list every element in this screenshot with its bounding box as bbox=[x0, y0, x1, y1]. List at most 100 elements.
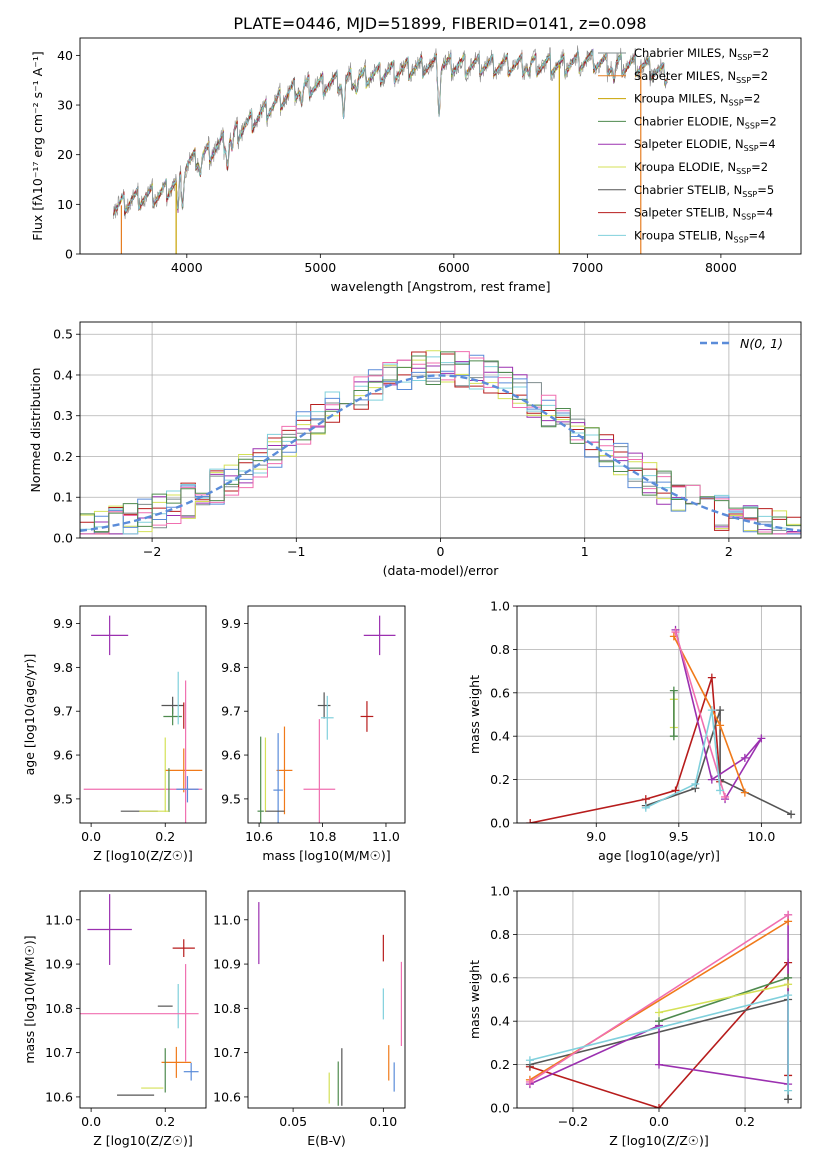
mass-weight-marker bbox=[784, 991, 793, 1000]
x-axis-label: Z [log10(Z/Z☉)] bbox=[93, 848, 193, 863]
x-axis-label: age [log10(age/yr)] bbox=[598, 848, 720, 863]
legend-entry: Chabrier MILES, NSSP=2 bbox=[634, 46, 769, 62]
mass-weight-vs-Z-panel: −0.2 0.0 0.2 0.0 0.2 0.4 0.6 0.8 1.0 Z [log10(Z/Z… bbox=[467, 884, 802, 1148]
axes-frame bbox=[79, 321, 802, 539]
error-bars bbox=[258, 902, 402, 1106]
legend-entry-end: =2 bbox=[760, 114, 777, 128]
y-tick-label: 0.4 bbox=[490, 729, 510, 744]
x-tick-label: 7000 bbox=[571, 260, 603, 275]
x-axis-label: (data-model)/error bbox=[383, 563, 500, 578]
mass-weight-marker bbox=[740, 788, 749, 797]
mass-weight-marker bbox=[784, 910, 793, 919]
y-tick-label: 1.0 bbox=[490, 884, 510, 899]
y-tick-label: 10.7 bbox=[213, 1045, 241, 1060]
error-bar-point bbox=[273, 733, 283, 823]
legend-entry-main: Chabrier STELIB, N bbox=[634, 183, 742, 197]
axes-frame bbox=[247, 890, 406, 1109]
y-tick-label: 40 bbox=[57, 48, 73, 63]
age-vs-Z-panel: 0.0 0.2 9.5 9.6 9.7 9.8 9.9 Z [log10(Z/Z☉)] age … bbox=[22, 605, 207, 863]
mass-weight-marker bbox=[655, 1104, 663, 1108]
residuals-legend: N(0, 1) bbox=[700, 336, 783, 351]
x-tick-label: 10.8 bbox=[309, 829, 337, 844]
error-bar-point bbox=[363, 615, 396, 656]
error-bar-point bbox=[360, 701, 374, 732]
y-tick-label: 0.4 bbox=[53, 367, 73, 382]
x-tick-label: −0.2 bbox=[558, 1114, 588, 1129]
x-tick-label: 0.0 bbox=[649, 1114, 669, 1129]
legend-entry-end: =2 bbox=[744, 92, 761, 106]
x-tick-label: 0.10 bbox=[369, 1114, 397, 1129]
error-bar-point bbox=[317, 692, 331, 719]
mass-weight-marker bbox=[525, 1077, 534, 1086]
y-tick-label: 10 bbox=[57, 197, 73, 212]
y-tick-label: 10.8 bbox=[45, 1001, 73, 1016]
y-tick-label: 9.6 bbox=[53, 748, 73, 763]
x-axis-label: Z [log10(Z/Z☉)] bbox=[609, 1133, 709, 1148]
residuals-panel: −2 −1 0 1 2 0.0 0.1 0.2 0.3 0.4 0.5 (data-model)/er… bbox=[28, 321, 802, 578]
y-axis-label: mass [log10(M/M☉)] bbox=[22, 935, 37, 1063]
model-line-kroupa-stelib bbox=[113, 49, 668, 216]
error-bar-point bbox=[276, 726, 293, 815]
y-tick-label: 9.8 bbox=[221, 660, 241, 675]
weight-lines bbox=[526, 625, 796, 823]
y-tick-label: 0.2 bbox=[53, 449, 73, 464]
legend-entry: Salpeter MILES, NSSP=2 bbox=[634, 69, 768, 85]
mass-weight-marker bbox=[691, 779, 700, 788]
y-tick-label: 0.0 bbox=[53, 531, 73, 546]
y-tick-label: 11.0 bbox=[213, 912, 241, 927]
legend-entry-sub: SSP bbox=[741, 213, 756, 222]
legend-entry-end: =4 bbox=[759, 137, 776, 151]
mass-weight-marker bbox=[707, 706, 716, 715]
legend-entry-main: Chabrier MILES, N bbox=[634, 46, 737, 60]
x-tick-label: 10.6 bbox=[245, 829, 273, 844]
x-tick-label: −1 bbox=[287, 544, 305, 559]
x-tick-label: 5000 bbox=[304, 260, 336, 275]
mass-weight-marker bbox=[655, 1060, 663, 1069]
y-tick-label: 11.0 bbox=[45, 912, 73, 927]
age-vs-mass-panel: 10.6 10.8 11.0 9.5 9.6 9.7 9.8 9.9 mass [log10(M… bbox=[221, 605, 406, 863]
x-tick-label: 4000 bbox=[171, 260, 203, 275]
y-tick-label: 0.2 bbox=[490, 1057, 510, 1072]
y-tick-label: 9.6 bbox=[221, 748, 241, 763]
mass-weight-marker bbox=[787, 810, 796, 819]
mass-weight-marker bbox=[641, 803, 650, 812]
x-tick-label: −2 bbox=[143, 544, 161, 559]
x-tick-label: 10.0 bbox=[747, 829, 775, 844]
axes-frame bbox=[79, 605, 207, 824]
legend-entry: N(0, 1) bbox=[740, 336, 783, 351]
y-axis-label: Flux [fλ10⁻¹⁷ erg cm⁻² s⁻¹ A⁻¹] bbox=[30, 51, 45, 240]
mass-weight-marker bbox=[740, 753, 749, 762]
axes-frame bbox=[516, 890, 802, 1109]
legend-entry: Kroupa MILES, NSSP=2 bbox=[634, 92, 760, 108]
error-bar-point bbox=[320, 695, 334, 740]
legend-entry-main: Kroupa MILES, N bbox=[634, 92, 729, 106]
y-tick-label: 10.9 bbox=[213, 957, 241, 972]
x-tick-label: 0 bbox=[437, 544, 445, 559]
legend-entry: Chabrier ELODIE, NSSP=2 bbox=[634, 114, 777, 130]
mass-vs-EBV-panel: 0.05 0.10 10.6 10.7 10.8 10.9 11.0 E(B-V) bbox=[213, 890, 406, 1148]
legend-entry-end: =4 bbox=[756, 206, 773, 220]
error-bar-point bbox=[303, 719, 336, 823]
y-tick-label: 10.6 bbox=[45, 1089, 73, 1104]
histogram-step-line bbox=[80, 351, 801, 535]
legend-entry-main: Salpeter MILES, N bbox=[634, 69, 736, 83]
y-tick-label: 0.6 bbox=[490, 685, 510, 700]
x-tick-label: 6000 bbox=[438, 260, 470, 275]
legend-entry-end: =2 bbox=[752, 46, 769, 60]
y-tick-label: 0.0 bbox=[490, 1101, 510, 1116]
y-tick-label: 10.9 bbox=[45, 957, 73, 972]
legend-entry: Kroupa ELODIE, NSSP=2 bbox=[634, 160, 768, 176]
legend-entry-end: =2 bbox=[751, 160, 768, 174]
mass-weight-line bbox=[674, 631, 726, 798]
y-tick-label: 9.7 bbox=[53, 704, 73, 719]
legend-entry-end: =5 bbox=[757, 183, 774, 197]
y-tick-label: 9.9 bbox=[221, 616, 241, 631]
mass-weight-marker bbox=[655, 1008, 663, 1017]
x-axis-label: E(B-V) bbox=[307, 1133, 346, 1148]
y-tick-label: 0.0 bbox=[490, 816, 510, 831]
error-bar-point bbox=[165, 748, 203, 793]
mass-weight-marker bbox=[721, 792, 730, 801]
legend-entry-main: Chabrier ELODIE, N bbox=[634, 114, 745, 128]
